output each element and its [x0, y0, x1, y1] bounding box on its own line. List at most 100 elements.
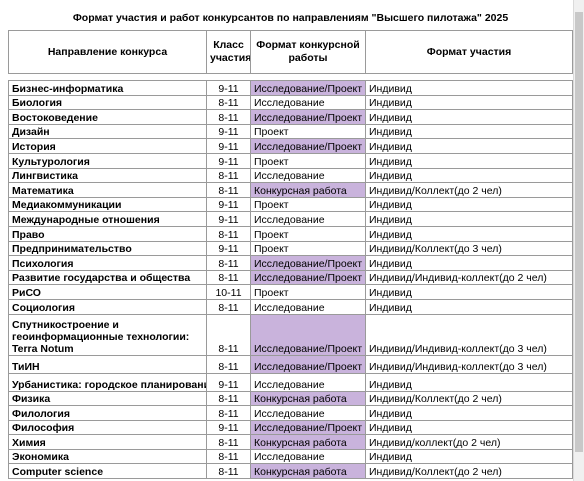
grade-cell: 9-11 [206, 211, 251, 227]
work-format-cell: Исследование/Проект [250, 419, 366, 436]
grade-cell: 8-11 [206, 109, 251, 125]
work-format-cell: Исследование [250, 372, 366, 392]
table-row: Лингвистика 8-11 Исследование Индивид [8, 167, 574, 184]
table-row: Культурология 9-11 Проект Индивид [8, 152, 574, 169]
gap-cell [206, 73, 251, 81]
work-format-cell: Конкурсная работа [250, 434, 366, 450]
participation-cell: Индивид [364, 152, 574, 169]
grade-cell: 8-11 [206, 405, 251, 421]
grade-cell: 8-11 [206, 390, 251, 407]
table-row: Химия 8-11 Конкурсная работа Индивид/коллек… [8, 434, 574, 450]
direction-cell: Дизайн [8, 123, 207, 140]
table-row: Физика 8-11 Конкурсная работа Индивид/Колле… [8, 390, 574, 407]
work-format-cell: Исследование/Проект [250, 354, 366, 374]
participation-cell: Индивид/Коллект(до 2 чел) [364, 182, 574, 198]
scrollbar-thumb[interactable] [575, 12, 583, 452]
work-format-cell: Исследование [250, 405, 366, 421]
participation-cell: Индивид [364, 80, 574, 96]
participation-cell: Индивид/коллект(до 2 чел) [364, 434, 574, 450]
work-format-cell: Исследование/Проект [250, 109, 366, 125]
direction-cell: Предпринимательство [8, 240, 207, 257]
grade-cell: 8-11 [206, 167, 251, 184]
header-participation: Формат участия [364, 30, 574, 74]
participation-cell: Индивид [364, 419, 574, 436]
grade-cell: 8-11 [206, 434, 251, 450]
grade-cell: 9-11 [206, 80, 251, 96]
header-work-format: Формат конкурсной работы [250, 30, 366, 74]
table-row: Социология 8-11 Исследование Индивид [8, 298, 574, 315]
table-row: Бизнес-информатика 9-11 Исследование/Проек… [8, 80, 574, 96]
table-title: Формат участия и работ конкурсантов по н… [8, 6, 573, 31]
table-row: Биология 8-11 Исследование Индивид [8, 94, 574, 111]
participation-cell: Индивид/Коллект(до 2 чел) [364, 390, 574, 407]
work-format-cell: Исследование/Проект [250, 255, 366, 271]
direction-cell: Востоковедение [8, 109, 207, 125]
table-row: РиСО 10-11 Проект Индивид [8, 284, 574, 300]
grade-cell: 8-11 [206, 463, 251, 480]
work-format-cell: Проект [250, 196, 366, 213]
direction-cell: Химия [8, 434, 207, 450]
work-format-cell: Конкурсная работа [250, 463, 366, 480]
direction-cell: Культурология [8, 152, 207, 169]
work-format-cell: Конкурсная работа [250, 390, 366, 407]
grade-cell: 9-11 [206, 196, 251, 213]
grade-cell: 8-11 [206, 298, 251, 315]
direction-cell: Социология [8, 298, 207, 315]
participation-cell: Индивид [364, 298, 574, 315]
grade-cell: 10-11 [206, 284, 251, 300]
direction-cell: Право [8, 225, 207, 242]
work-format-cell: Проект [250, 225, 366, 242]
participation-cell: Индивид [364, 109, 574, 125]
work-format-cell: Проект [250, 284, 366, 300]
work-format-cell: Исследование/Проект [250, 80, 366, 96]
direction-cell: Медиакоммуникации [8, 196, 207, 213]
vertical-scrollbar[interactable] [573, 0, 584, 481]
work-format-cell: Исследование/Проект [250, 269, 366, 286]
table-row: История 9-11 Исследование/Проект Индивид [8, 138, 574, 154]
direction-cell: Биология [8, 94, 207, 111]
table-row: Международные отношения 9-11 Исследование И… [8, 211, 574, 227]
work-format-cell: Исследование [250, 298, 366, 315]
direction-cell: Психология [8, 255, 207, 271]
grade-cell: 9-11 [206, 152, 251, 169]
grade-cell: 8-11 [206, 313, 251, 356]
direction-cell: Computer science [8, 463, 207, 480]
work-format-cell: Конкурсная работа [250, 182, 366, 198]
table-row: Дизайн 9-11 Проект Индивид [8, 123, 574, 140]
participation-cell: Индивид [364, 94, 574, 111]
work-format-cell: Исследование/Проект [250, 138, 366, 154]
work-format-cell: Исследование [250, 94, 366, 111]
grade-cell: 8-11 [206, 182, 251, 198]
grade-cell: 8-11 [206, 448, 251, 465]
direction-cell: Урбанистика: городское планирование [8, 372, 207, 392]
table-row: Востоковедение 8-11 Исследование/Проект Инд… [8, 109, 574, 125]
table-row: Философия 9-11 Исследование/Проект Индивид [8, 419, 574, 436]
direction-line: Спутникостроение и [12, 318, 119, 331]
header-grade: Класс участия [206, 30, 251, 74]
grade-cell: 8-11 [206, 94, 251, 111]
participation-cell: Индивид [364, 284, 574, 300]
participation-cell: Индивид [364, 138, 574, 154]
work-format-cell: Исследование [250, 211, 366, 227]
gap-cell [250, 73, 366, 81]
direction-cell: Математика [8, 182, 207, 198]
spreadsheet: Формат участия и работ конкурсантов по н… [8, 6, 574, 480]
direction-cell: Бизнес-информатика [8, 80, 207, 96]
grade-cell: 9-11 [206, 123, 251, 140]
contest-table: Формат участия и работ конкурсантов по н… [8, 6, 574, 480]
work-format-cell: Проект [250, 240, 366, 257]
participation-cell: Индивид [364, 211, 574, 227]
table-row: Право 8-11 Проект Индивид [8, 225, 574, 242]
table-row: Computer science 8-11 Конкурсная работа Инд… [8, 463, 574, 480]
participation-cell: Индивид/Коллект(до 2 чел) [364, 463, 574, 480]
direction-line: Terra Notum [12, 342, 74, 355]
work-format-cell: Исследование [250, 167, 366, 184]
participation-cell: Индивид [364, 123, 574, 140]
direction-cell: Философия [8, 419, 207, 436]
direction-cell: Развитие государства и общества [8, 269, 207, 286]
grade-cell: 8-11 [206, 225, 251, 242]
direction-cell: Филология [8, 405, 207, 421]
participation-cell: Индивид/Индивид-коллект(до 3 чел) [364, 354, 574, 374]
gap-cell [365, 73, 573, 81]
participation-cell: Индивид [364, 196, 574, 213]
